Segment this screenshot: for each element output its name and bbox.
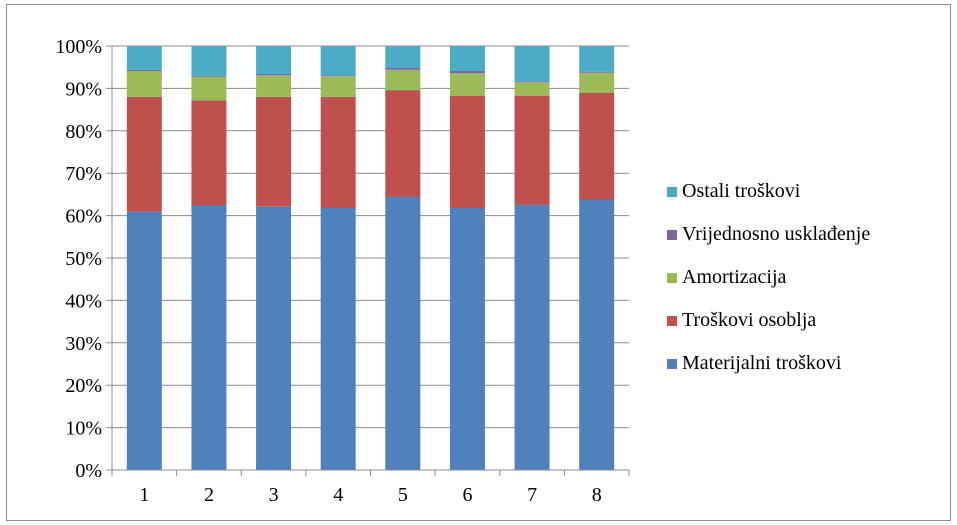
bar-segment-materijalni-tro-kovi: [126, 211, 162, 471]
y-tick-label: 50%: [65, 248, 102, 270]
bar-segment-tro-kovi-osoblja: [320, 96, 356, 208]
bar-segment-tro-kovi-osoblja: [514, 96, 550, 205]
chart-legend: Ostali troškovi Vrijednosno usklađenje Amo…: [667, 170, 870, 385]
y-tick-label: 10%: [65, 418, 102, 440]
bar-segment-tro-kovi-osoblja: [126, 96, 162, 212]
legend-item: Troškovi osoblja: [667, 299, 870, 342]
bar-segment-vrijednosno-uskla-enje: [514, 81, 550, 83]
x-tick-label: 4: [333, 484, 343, 506]
x-tick-label: 1: [139, 484, 149, 506]
y-tick-label: 40%: [65, 290, 102, 312]
bar-segment-amortizacija: [514, 82, 550, 97]
bar-segment-tro-kovi-osoblja: [579, 92, 615, 200]
x-tick-label: 5: [398, 484, 408, 506]
bar-segment-amortizacija: [385, 69, 421, 91]
bar-segment-amortizacija: [579, 72, 615, 93]
bar-segment-materijalni-tro-kovi: [579, 199, 615, 470]
legend-label: Amortizacija: [682, 266, 787, 288]
bar-segment-materijalni-tro-kovi: [320, 207, 356, 470]
bar-segment-ostali-tro-kovi: [126, 46, 162, 70]
bar-segment-vrijednosno-uskla-enje: [449, 71, 485, 74]
bar-segment-vrijednosno-uskla-enje: [126, 69, 162, 72]
bar-segment-vrijednosno-uskla-enje: [191, 75, 227, 77]
bar-segment-materijalni-tro-kovi: [449, 207, 485, 470]
y-tick-label: 30%: [65, 333, 102, 355]
bar-segment-amortizacija: [320, 76, 356, 97]
x-tick-label: 3: [269, 484, 279, 506]
legend-swatch: [667, 186, 677, 197]
x-tick-label: 2: [204, 484, 214, 506]
y-tick-label: 90%: [65, 78, 102, 100]
bar-segment-tro-kovi-osoblja: [385, 90, 421, 197]
bar-segment-vrijednosno-uskla-enje: [320, 75, 356, 77]
bar-segment-amortizacija: [256, 75, 292, 97]
bar-segment-vrijednosno-uskla-enje: [256, 73, 292, 76]
legend-label: Ostali troškovi: [682, 180, 801, 202]
legend-item: Ostali troškovi: [667, 170, 870, 213]
legend-swatch: [667, 315, 677, 326]
bar-segment-ostali-tro-kovi: [449, 46, 485, 72]
bar-segment-tro-kovi-osoblja: [256, 96, 292, 207]
y-tick-label: 20%: [65, 375, 102, 397]
bar-segment-ostali-tro-kovi: [385, 46, 421, 68]
legend-item: Materijalni troškovi: [667, 342, 870, 385]
x-tick-label: 8: [592, 484, 602, 506]
legend-label: Troškovi osoblja: [682, 309, 817, 331]
y-tick-label: 60%: [65, 206, 102, 228]
y-tick-label: 80%: [65, 121, 102, 143]
bar-segment-ostali-tro-kovi: [320, 46, 356, 76]
bar-segment-tro-kovi-osoblja: [449, 96, 485, 208]
bar-segment-materijalni-tro-kovi: [514, 204, 550, 471]
bar-segment-vrijednosno-uskla-enje: [385, 67, 421, 70]
bar-segment-amortizacija: [449, 73, 485, 97]
legend-swatch: [667, 272, 677, 283]
legend-item: Vrijednosno usklađenje: [667, 213, 870, 256]
bar-segment-tro-kovi-osoblja: [191, 100, 227, 205]
bar-segment-materijalni-tro-kovi: [256, 206, 292, 470]
y-tick-label: 70%: [65, 163, 102, 185]
legend-item: Amortizacija: [667, 256, 870, 299]
bar-segment-ostali-tro-kovi: [579, 46, 615, 72]
y-tick-label: 100%: [55, 36, 102, 58]
bar-segment-vrijednosno-uskla-enje: [579, 71, 615, 73]
y-tick-label: 0%: [75, 460, 102, 482]
bar-segment-ostali-tro-kovi: [256, 46, 292, 74]
legend-swatch: [667, 229, 677, 240]
bar-segment-materijalni-tro-kovi: [385, 196, 421, 470]
legend-swatch: [667, 358, 677, 369]
bar-segment-amortizacija: [126, 71, 162, 97]
bar-segment-materijalni-tro-kovi: [191, 205, 227, 470]
bar-segment-amortizacija: [191, 76, 227, 101]
legend-label: Materijalni troškovi: [682, 352, 842, 374]
x-tick-label: 6: [462, 484, 472, 506]
bar-segment-ostali-tro-kovi: [191, 46, 227, 76]
bar-segment-ostali-tro-kovi: [514, 46, 550, 82]
legend-label: Vrijednosno usklađenje: [682, 223, 871, 245]
x-tick-label: 7: [527, 484, 537, 506]
